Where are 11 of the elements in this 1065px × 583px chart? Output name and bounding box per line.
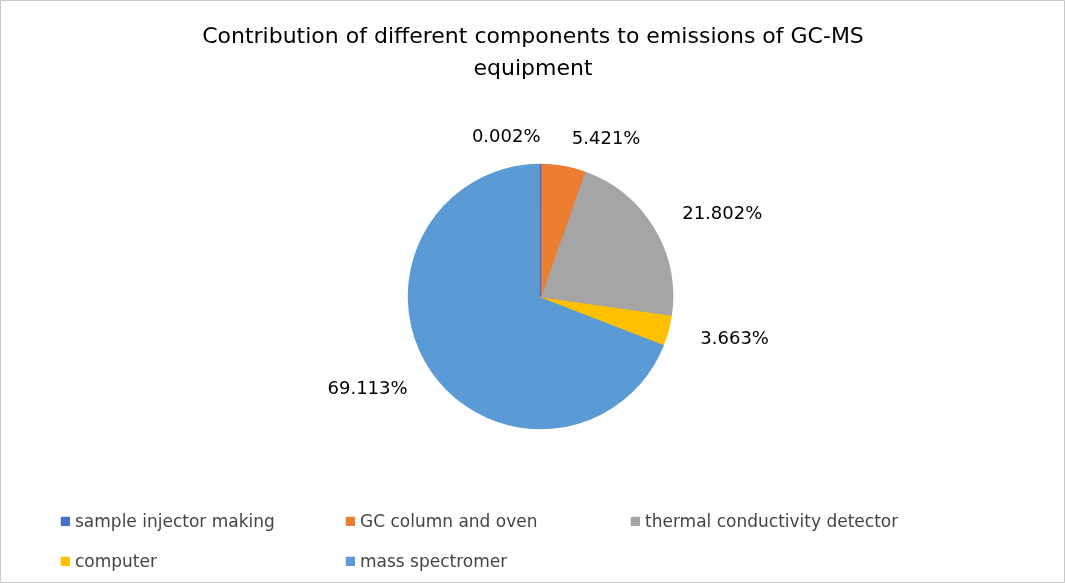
legend-label: thermal conductivity detector xyxy=(645,511,899,531)
data-label: 21.802% xyxy=(682,202,763,224)
data-label: 3.663% xyxy=(700,326,769,348)
legend-label: computer xyxy=(75,551,158,571)
legend-label: GC column and oven xyxy=(360,511,539,531)
legend-label: mass spectromer xyxy=(360,551,509,571)
data-label: 0.002% xyxy=(471,124,541,146)
legend-label: sample injector making xyxy=(75,511,276,531)
chart-title: Contribution of different components to emissions of GC-MS equipment xyxy=(202,22,864,80)
data-label: 5.421% xyxy=(571,127,641,149)
data-label: 69.113% xyxy=(327,376,408,398)
